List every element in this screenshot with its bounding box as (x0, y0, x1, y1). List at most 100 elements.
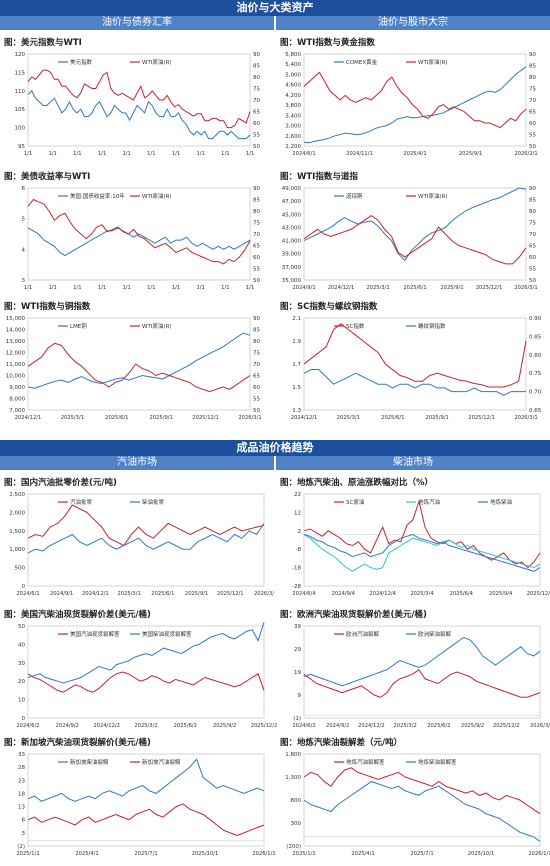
y2-tick-label: 0.85 (529, 334, 542, 340)
series-line (303, 668, 541, 698)
legend-label: SC指数 (346, 322, 365, 330)
y-tick-label: -18 (292, 566, 301, 572)
series-line (27, 69, 251, 129)
x-tick-label: 2024/11/1 (346, 151, 373, 157)
y-tick-label: 18 (18, 791, 25, 797)
legend-label: 美国汽油现货裂解差 (70, 630, 120, 638)
y-tick-label: 0 (22, 716, 26, 722)
plot-frame (303, 493, 541, 587)
y2-tick-label: 50 (253, 408, 260, 414)
x-tick-label: 2024/9/1 (50, 591, 73, 597)
y2-tick-label: 80 (253, 75, 260, 81)
y-tick-label: 800 (291, 798, 302, 804)
y2-tick-label: 0.75 (529, 371, 542, 377)
x-tick-label: 1/1 (73, 151, 81, 157)
series-line (303, 781, 541, 842)
x-tick-label: 2025/12/1 (192, 415, 219, 421)
y2-tick-label: 65 (253, 110, 260, 116)
series-line (303, 66, 527, 144)
x-tick-label: 2025/12/1 (468, 415, 495, 421)
chart-title: 图：WTI指数与铜指数 (4, 302, 91, 312)
y2-tick-label: 55 (253, 133, 260, 139)
chart-svg: 95 100 105 110 115 120 50 55 60 65 70 75 80 85 90 1/1 1/… (15, 52, 261, 157)
y-tick-label: 100 (15, 126, 26, 132)
y2-tick-label: 55 (529, 133, 536, 139)
chart-svg: 0 10 20 30 40 50 2024/6/2 2024/9/2 2024/12/2 2025… (16, 622, 277, 729)
y2-tick-label: 85 (529, 198, 536, 204)
y2-tick-label: 0.80 (529, 353, 542, 359)
x-tick-label: 2026/2/1 (514, 151, 537, 157)
x-tick-label: 2025/3/1 (61, 415, 84, 421)
x-tick-label: 2025/9/4 (489, 591, 513, 597)
y-tick-label: 3,400 (285, 113, 301, 119)
plot-frame (27, 753, 265, 847)
legend-label: WTI原油(R) (418, 192, 448, 200)
y2-tick-label: 55 (253, 397, 260, 403)
chart-svg: -28 -18 -8 2 12 22 2024/6/4 2024/9/4 2024/12/4 20… (292, 492, 550, 597)
y2-tick-label: 60 (529, 121, 536, 127)
series-line (27, 504, 265, 547)
x-tick-label: 1/1 (172, 151, 180, 157)
legend-label: 汽油批零 (70, 498, 93, 506)
y-tick-label: 35,000 (282, 278, 302, 284)
chart-title: 图：WTI指数与黄金指数 (280, 38, 375, 48)
y-tick-label: 5,000 (285, 72, 301, 78)
chart-title: 图：SC指数与螺纹钢指数 (280, 302, 378, 312)
y-tick-label: 2 (298, 529, 302, 535)
legend-label: SC原油 (346, 498, 365, 506)
x-tick-label: 2025/1/1 (292, 851, 315, 857)
y-tick-label: 37,000 (282, 265, 302, 271)
x-tick-label: 2025/9/1 (459, 151, 482, 157)
x-tick-label: 2025/4/1 (75, 851, 98, 857)
chart-svg: (2) 3 8 13 18 23 28 33 2025/1/1 2025/4/1 2025/7/1 2… (16, 752, 275, 857)
y2-tick-label: 85 (529, 64, 536, 70)
y-tick-label: 43,000 (282, 225, 302, 231)
x-tick-label: 1/1 (221, 151, 229, 157)
series-line (27, 227, 251, 257)
chart-title: 图：新加坡汽柴油现货裂解价(美元/桶) (4, 738, 151, 748)
y-tick-label: 29 (294, 647, 301, 653)
x-tick-label: 1/1 (196, 151, 204, 157)
x-tick-label: 1/1 (73, 285, 81, 291)
plot-frame (27, 187, 251, 281)
plot-frame (303, 53, 527, 147)
x-tick-label: 2025/10/1 (468, 851, 495, 857)
plot-frame (303, 187, 527, 281)
x-tick-label: 2024/12/1 (291, 415, 318, 421)
x-tick-label: 2024/9/1 (292, 285, 315, 291)
x-tick-label: 2024/6/2 (16, 723, 39, 729)
y-tick-label: 1.3 (292, 408, 301, 414)
y2-tick-label: 90 (529, 52, 536, 58)
y-tick-label: 9,000 (9, 385, 25, 391)
y-tick-label: 33 (18, 752, 25, 758)
x-tick-label: 2025/9/2 (461, 723, 484, 729)
y-tick-label: 6 (22, 186, 26, 192)
chart-title: 图：欧洲汽柴油现货裂解价差(美元/桶) (280, 610, 427, 620)
y2-tick-label: 60 (529, 255, 536, 261)
y-tick-label: 0 (22, 584, 26, 590)
legend-label: 欧洲汽油裂解 (346, 630, 380, 638)
series-line (303, 533, 541, 572)
y2-tick-label: 60 (253, 255, 260, 261)
y-tick-label: 120 (15, 52, 26, 58)
chart-title: 图：国内汽油批零价差(元/吨) (4, 478, 117, 488)
chart-svg: 0 500 1,000 1,500 2,000 2,500 2024/6/1 2024/9/1… (9, 492, 274, 597)
series-line (27, 758, 265, 802)
chart-title: 图：地炼汽柴油、原油涨跌幅对比（%） (280, 478, 434, 488)
chart-title: 图：美元指数与WTI (4, 38, 82, 48)
plot-frame (303, 753, 541, 847)
series-line (303, 369, 526, 396)
x-tick-label: 2025/3/4 (410, 591, 434, 597)
y-tick-label: 5 (22, 217, 26, 223)
y2-tick-label: 75 (529, 87, 536, 93)
x-tick-label: 1/1 (48, 151, 56, 157)
y-tick-label: 4,200 (285, 93, 301, 99)
y2-tick-label: 80 (529, 209, 536, 215)
x-tick-label: 1/1 (98, 285, 106, 291)
y-tick-label: 7,000 (9, 408, 25, 414)
x-tick-label: 2026/3/1 (514, 415, 537, 421)
y-tick-label: 22 (294, 492, 301, 498)
series-line (303, 767, 541, 815)
x-tick-label: 2026/3/1 (514, 285, 537, 291)
x-tick-label: 2025/3/2 (134, 723, 157, 729)
